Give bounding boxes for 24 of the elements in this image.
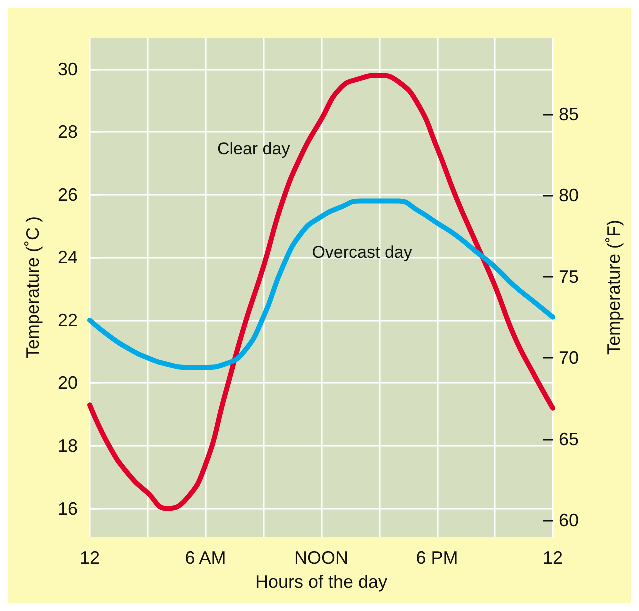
y2-tick-label: 75 [559, 266, 580, 287]
y-tick-label: 30 [58, 59, 78, 80]
x-tick-label: 12 [80, 548, 100, 568]
y-tick-label: 28 [58, 122, 78, 142]
series-label: Clear day [217, 140, 291, 159]
y2-axis-title: Temperature (˚F) [604, 220, 624, 356]
y-tick-label: 20 [58, 373, 78, 394]
x-tick-label: 6 AM [185, 548, 226, 568]
y2-tick-label: 60 [559, 510, 580, 531]
y-tick-label: 18 [58, 436, 78, 456]
x-axis-title: Hours of the day [255, 572, 388, 592]
y2-tick-label: 85 [559, 104, 580, 124]
x-tick-label: NOON [294, 548, 348, 568]
y-tick-label: 26 [58, 184, 78, 205]
y2-tick-label: 80 [559, 186, 580, 206]
y-tick-label: 22 [58, 310, 78, 330]
y2-tick-label: 70 [559, 348, 580, 368]
y-axis-title: Temperature (˚C ) [23, 216, 43, 359]
x-tick-label: 12 [542, 548, 564, 568]
x-tick-label: 6 PM [416, 548, 458, 568]
y2-tick-label: 65 [559, 429, 580, 450]
y-tick-label: 24 [58, 248, 78, 268]
series-label: Overcast day [312, 243, 413, 262]
y-tick-label: 16 [58, 498, 78, 519]
